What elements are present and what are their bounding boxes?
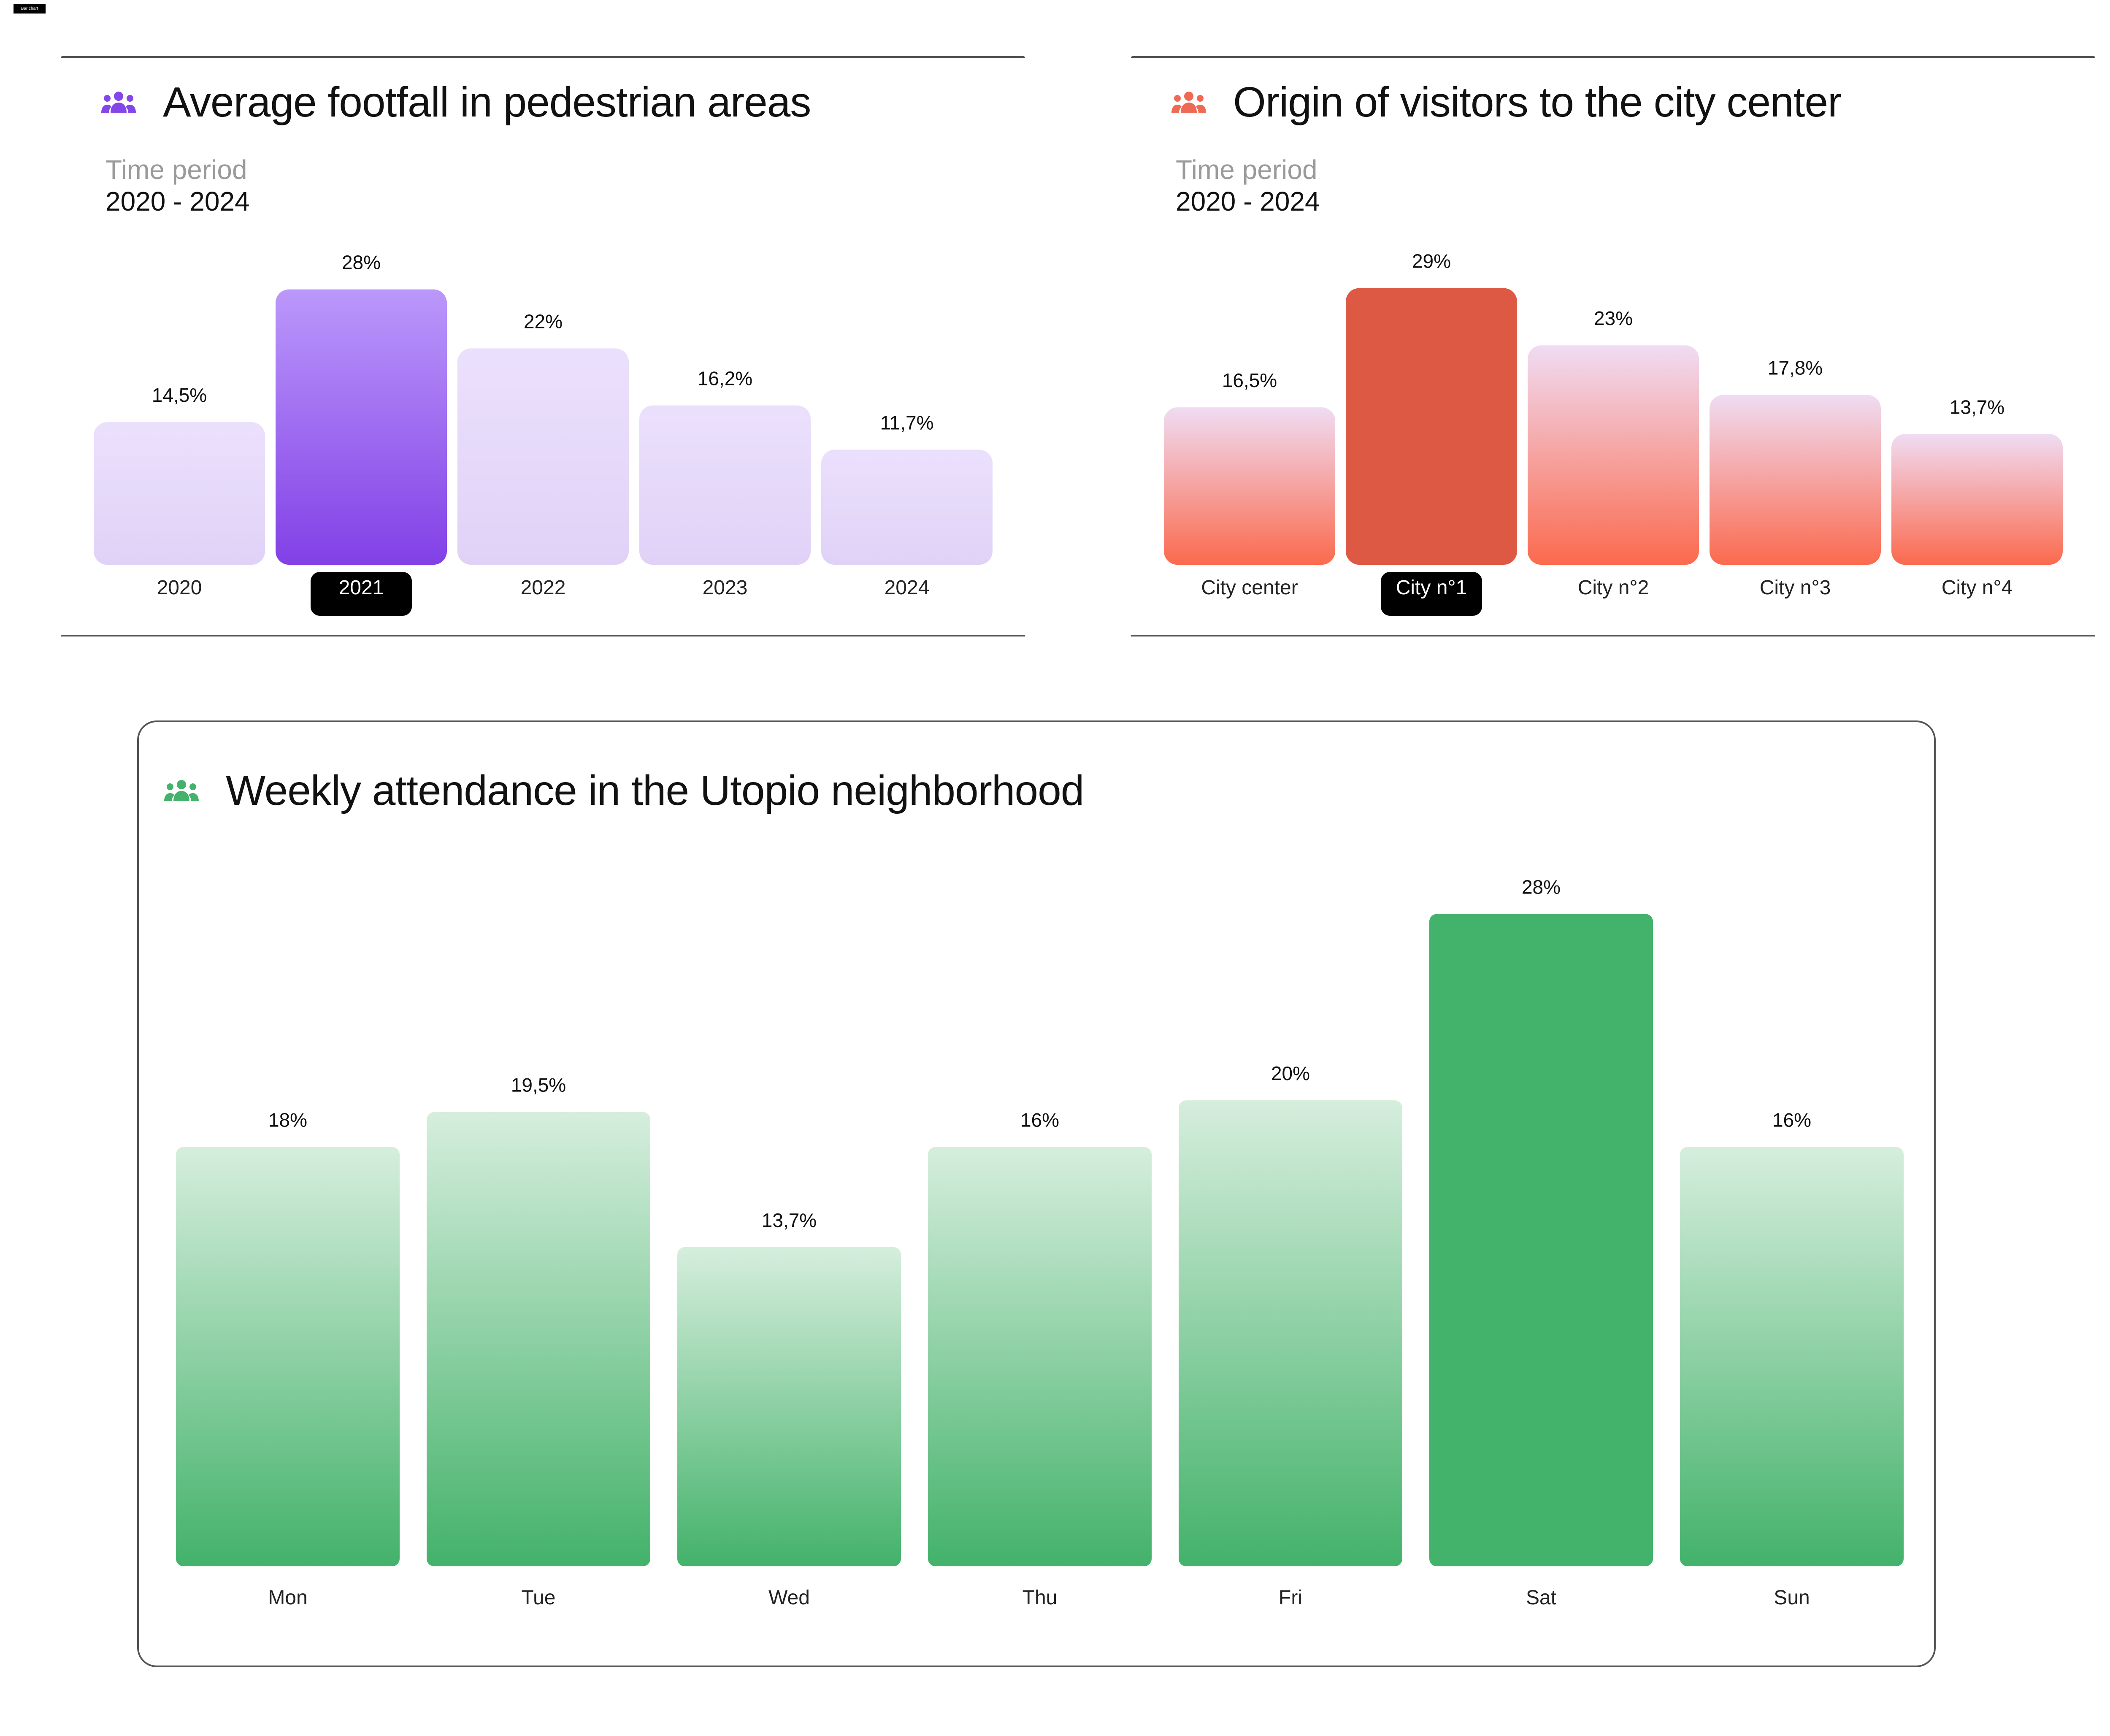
panel-header: Weekly attendance in the Utopio neighbor… <box>164 766 1084 815</box>
bar-thu[interactable] <box>928 1147 1152 1566</box>
bar-2023[interactable] <box>639 405 811 565</box>
bar-value-label: 11,7% <box>880 412 933 433</box>
category-label: Sun <box>1774 1587 1810 1609</box>
selected-category-tag <box>1381 572 1482 616</box>
category-label: Sat <box>1526 1587 1556 1609</box>
category-label: 2020 <box>157 577 202 599</box>
time-period-label: Time period <box>106 154 247 185</box>
bar-sat[interactable] <box>1429 914 1653 1566</box>
bar-2020[interactable] <box>94 422 265 565</box>
panel-bottom-border <box>1131 635 2095 636</box>
bar-tue[interactable] <box>427 1112 650 1566</box>
panel-top-border <box>1131 56 2095 58</box>
panel-bottom-border <box>61 635 1025 636</box>
bar-city-n-2[interactable] <box>1528 345 1699 565</box>
bar-fri[interactable] <box>1179 1100 1402 1566</box>
category-label: City n°1 <box>1396 577 1467 599</box>
panel-top-border <box>61 56 1025 58</box>
bar-wed[interactable] <box>677 1247 901 1566</box>
selected-category-tag <box>311 572 412 616</box>
bar-value-label: 28% <box>1522 876 1561 898</box>
bar-value-label: 16% <box>1772 1109 1811 1131</box>
panel-header: Average footfall in pedestrian areas <box>101 78 811 127</box>
bar-value-label: 13,7% <box>1950 396 2004 418</box>
panel-title: Origin of visitors to the city center <box>1233 79 1842 126</box>
group-icon <box>1171 91 1206 113</box>
bar-2024[interactable] <box>821 450 993 565</box>
footfall-panel: Average footfall in pedestrian areas Tim… <box>61 56 1025 636</box>
bar-2022[interactable] <box>457 348 629 565</box>
category-label: Wed <box>768 1587 810 1609</box>
footfall-bar-chart: 14,5% 2020 28% 2021 22% 2022 16,2% 2023 11,7% 202… <box>94 252 993 616</box>
time-period-label: Time period <box>1176 154 1317 185</box>
bar-value-label: 23% <box>1594 307 1633 329</box>
bar-mon[interactable] <box>176 1147 400 1566</box>
bar-value-label: 16,5% <box>1222 369 1277 391</box>
bar-city-n-1[interactable] <box>1346 288 1517 565</box>
weekly-bar-chart: 18% Mon 19,5% Tue 13,7% Wed 16% Thu 20% Fri 28% Sat… <box>176 876 1904 1609</box>
category-label: 2023 <box>703 577 748 599</box>
category-label: City n°3 <box>1760 577 1831 599</box>
bar-city-n-4[interactable] <box>1891 434 2063 565</box>
group-icon <box>164 780 199 801</box>
category-label: City center <box>1201 577 1298 599</box>
origin-bar-chart: 16,5% City center 29% City n°1 23% City n°2 17… <box>1164 250 2063 616</box>
bar-value-label: 14,5% <box>152 384 207 406</box>
weekly-panel: Weekly attendance in the Utopio neighbor… <box>137 720 1936 1667</box>
category-label: 2021 <box>339 577 384 599</box>
category-label: Mon <box>268 1587 307 1609</box>
bar-city-n-3[interactable] <box>1710 395 1881 565</box>
window-label: Bar chart <box>14 4 46 14</box>
time-period-value: 2020 - 2024 <box>106 186 250 217</box>
panel-header: Origin of visitors to the city center <box>1171 78 1842 127</box>
panel-title: Average footfall in pedestrian areas <box>163 79 811 126</box>
bar-value-label: 19,5% <box>511 1074 566 1096</box>
bar-value-label: 16,2% <box>698 368 752 390</box>
time-period-value: 2020 - 2024 <box>1176 186 1320 217</box>
origin-panel: Origin of visitors to the city center Ti… <box>1131 56 2095 636</box>
group-icon <box>101 91 136 113</box>
bar-value-label: 13,7% <box>762 1209 817 1231</box>
category-label: 2022 <box>521 577 566 599</box>
bar-value-label: 18% <box>268 1109 307 1131</box>
bar-value-label: 20% <box>1271 1062 1310 1084</box>
category-label: Thu <box>1023 1587 1058 1609</box>
bar-value-label: 17,8% <box>1768 357 1823 379</box>
bar-value-label: 28% <box>342 252 381 274</box>
bar-value-label: 22% <box>524 310 563 332</box>
bar-value-label: 29% <box>1412 250 1451 272</box>
category-label: Tue <box>522 1587 556 1609</box>
category-label: 2024 <box>885 577 930 599</box>
category-label: Fri <box>1279 1587 1302 1609</box>
bar-2021[interactable] <box>276 289 447 565</box>
category-label: City n°4 <box>1942 577 2013 599</box>
category-label: City n°2 <box>1578 577 1649 599</box>
panel-title: Weekly attendance in the Utopio neighbor… <box>226 767 1084 814</box>
bar-value-label: 16% <box>1020 1109 1059 1131</box>
bar-sun[interactable] <box>1680 1147 1904 1566</box>
bar-city-center[interactable] <box>1164 407 1335 565</box>
